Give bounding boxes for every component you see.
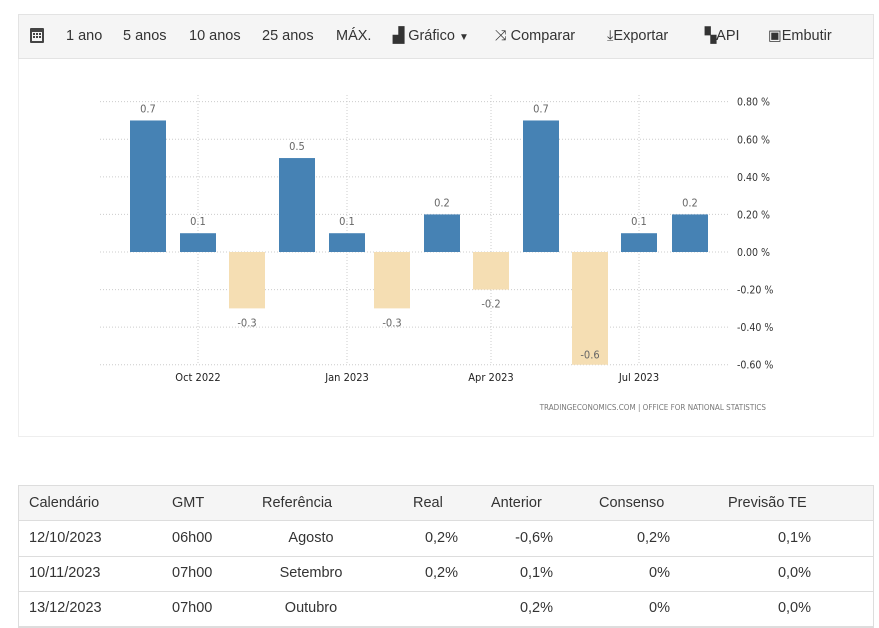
calendar-table: Calendário GMT Referência Real Anterior Conse… bbox=[18, 485, 874, 628]
table-header: Calendário GMT Referência Real Anterior Conse… bbox=[19, 486, 873, 521]
bar bbox=[672, 214, 708, 252]
data-label: 0.1 bbox=[190, 215, 206, 228]
table-cell: 0,1% bbox=[519, 565, 553, 581]
table-cell: 0,2% bbox=[424, 565, 458, 581]
bar bbox=[180, 233, 216, 252]
chart-type-label: Gráfico bbox=[408, 28, 455, 44]
x-tick-label: Jul 2023 bbox=[618, 371, 659, 384]
table-cell: 07h00 bbox=[172, 600, 213, 616]
x-tick-label: Apr 2023 bbox=[468, 371, 513, 384]
compare-button[interactable]: ⤨ Comparar bbox=[495, 28, 575, 44]
y-tick-label: 0.00 % bbox=[737, 247, 770, 259]
range-5-years[interactable]: 5 anos bbox=[123, 28, 167, 44]
column-header: Consenso bbox=[599, 495, 665, 511]
range-max[interactable]: MÁX. bbox=[336, 28, 372, 44]
data-label: 0.1 bbox=[631, 215, 647, 228]
table-cell: 0,1% bbox=[777, 530, 811, 546]
table-row: 10/11/2023 07h00 Setembro 0,2% 0,1% 0% 0,0% bbox=[19, 556, 873, 592]
table-cell: 06h00 bbox=[172, 530, 213, 546]
calendar-icon[interactable] bbox=[29, 26, 45, 48]
chart-type-button[interactable]: ▟ Gráfico ▼ bbox=[393, 28, 469, 44]
bar bbox=[130, 120, 166, 252]
export-label: Exportar bbox=[613, 28, 669, 44]
data-label: 0.7 bbox=[140, 102, 156, 115]
api-button[interactable]: ▚API bbox=[705, 28, 740, 44]
bar bbox=[374, 252, 410, 309]
bar-chart-icon: ▟ bbox=[393, 28, 405, 44]
embed-button[interactable]: ▣Embutir bbox=[768, 28, 832, 44]
table-cell: 0% bbox=[649, 565, 670, 581]
api-label: API bbox=[716, 28, 740, 44]
x-tick-label: Jan 2023 bbox=[324, 371, 369, 384]
y-tick-label: -0.40 % bbox=[737, 322, 773, 334]
bar bbox=[621, 233, 657, 252]
column-header: Previsão TE bbox=[728, 495, 807, 511]
table-cell: 0,0% bbox=[777, 600, 811, 616]
data-label: 0.2 bbox=[434, 196, 450, 209]
bar bbox=[329, 233, 365, 252]
range-10-years[interactable]: 10 anos bbox=[189, 28, 241, 44]
table-row: 12/10/2023 06h00 Agosto 0,2% -0,6% 0,2% 0,1% bbox=[19, 521, 873, 557]
table-cell: Setembro bbox=[279, 565, 343, 581]
table-cell: 12/10/2023 bbox=[29, 530, 102, 546]
table-cell: 0,2% bbox=[519, 600, 553, 616]
range-1-year[interactable]: 1 ano bbox=[66, 28, 103, 44]
y-tick-label: -0.60 % bbox=[737, 360, 773, 372]
source-credit: TRADINGECONOMICS.COM | OFFICE FOR NATION… bbox=[539, 403, 767, 412]
caret-down-icon: ▼ bbox=[458, 32, 469, 43]
column-header: Real bbox=[413, 495, 443, 511]
table-cell: Agosto bbox=[288, 530, 334, 546]
column-header: GMT bbox=[172, 495, 205, 511]
image-icon: ▣ bbox=[768, 28, 782, 44]
bar bbox=[424, 214, 460, 252]
compare-label: Comparar bbox=[510, 28, 576, 44]
table-cell: 07h00 bbox=[172, 565, 213, 581]
bar-chart: 0.80 % 0.60 % 0.40 % 0.20 % 0.00 % -0.20 % -0.… bbox=[100, 95, 773, 412]
export-button[interactable]: ⤓Exportar bbox=[607, 28, 668, 44]
table-cell: 0,0% bbox=[777, 565, 811, 581]
table-row: 13/12/2023 07h00 Outubro 0,2% 0% 0,0% bbox=[19, 591, 873, 627]
data-label: -0.6 bbox=[580, 349, 599, 362]
table-cell: 0,2% bbox=[636, 530, 670, 546]
table-cell: Outubro bbox=[284, 600, 338, 616]
download-icon: ⤓ bbox=[607, 28, 614, 44]
bar bbox=[229, 252, 265, 309]
data-label: -0.2 bbox=[481, 298, 500, 311]
table-cell: 10/11/2023 bbox=[29, 565, 101, 581]
column-header: Calendário bbox=[29, 495, 100, 511]
x-tick-label: Oct 2022 bbox=[175, 371, 220, 384]
data-label: 0.7 bbox=[533, 102, 549, 115]
grid-icon: ▚ bbox=[705, 28, 717, 44]
table-cell: -0,6% bbox=[515, 530, 553, 546]
shuffle-icon: ⤨ bbox=[495, 28, 507, 44]
column-header: Anterior bbox=[491, 495, 542, 511]
chart-container bbox=[18, 59, 874, 437]
y-tick-label: 0.60 % bbox=[737, 134, 770, 146]
y-tick-label: 0.80 % bbox=[737, 97, 770, 109]
table-cell: 0% bbox=[649, 600, 670, 616]
y-tick-label: 0.20 % bbox=[737, 209, 770, 221]
y-tick-label: 0.40 % bbox=[737, 172, 770, 184]
bar bbox=[279, 158, 315, 252]
column-header: Referência bbox=[262, 495, 333, 511]
data-label: 0.5 bbox=[289, 140, 305, 153]
bar bbox=[523, 120, 559, 252]
data-label: 0.2 bbox=[682, 196, 698, 209]
data-label: -0.3 bbox=[237, 316, 256, 329]
data-label: -0.3 bbox=[382, 316, 401, 329]
bar bbox=[473, 252, 509, 290]
embed-label: Embutir bbox=[781, 28, 832, 44]
table-cell: 0,2% bbox=[424, 530, 458, 546]
chart-toolbar: 1 ano 5 anos 10 anos 25 anos MÁX. ▟ Gráf… bbox=[18, 14, 874, 59]
bar bbox=[572, 252, 608, 365]
data-label: 0.1 bbox=[339, 215, 355, 228]
y-tick-label: -0.20 % bbox=[737, 285, 773, 297]
table-cell: 13/12/2023 bbox=[29, 600, 102, 616]
range-25-years[interactable]: 25 anos bbox=[262, 28, 314, 44]
